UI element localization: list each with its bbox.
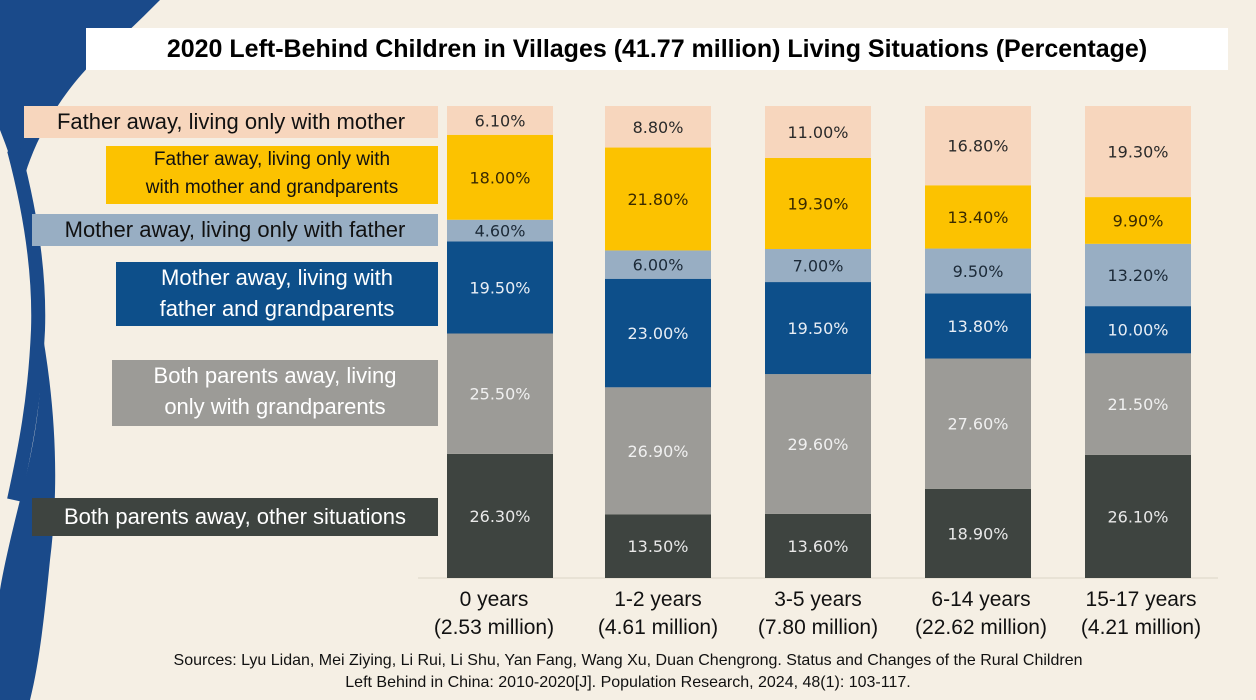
sources-citation: Sources: Lyu Lidan, Mei Ziying, Li Rui, … bbox=[0, 650, 1256, 694]
bar-data-label: 23.00% bbox=[627, 324, 688, 343]
x-label-count: (4.61 million) bbox=[597, 616, 719, 639]
bar-data-label: 13.80% bbox=[947, 317, 1008, 336]
x-label-age: 3-5 years bbox=[774, 588, 862, 611]
bar-segment bbox=[1085, 243, 1191, 307]
bar-data-label: 26.90% bbox=[627, 442, 688, 461]
bar-data-label: 10.00% bbox=[1107, 321, 1168, 340]
x-label-age: 1-2 years bbox=[614, 588, 702, 611]
legend-father-away-mother: Father away, living only with mother bbox=[24, 106, 438, 138]
bar-segment bbox=[765, 282, 871, 375]
legend-label-line: father and grandparents bbox=[159, 296, 395, 321]
bar-data-label: 29.60% bbox=[787, 435, 848, 454]
bar-segment bbox=[605, 147, 711, 251]
x-label-count: (7.80 million) bbox=[757, 616, 879, 639]
bar-data-label: 19.50% bbox=[469, 278, 530, 297]
bar-data-label: 19.30% bbox=[787, 194, 848, 213]
bar-segment bbox=[925, 106, 1031, 186]
bar-data-label: 21.50% bbox=[1107, 395, 1168, 414]
bar-segment bbox=[605, 387, 711, 515]
bar-segment bbox=[765, 374, 871, 514]
bar-segment bbox=[925, 488, 1031, 578]
sources-line: Left Behind in China: 2010-2020[J]. Popu… bbox=[345, 674, 911, 691]
x-label-3-5-years: 3-5 years (7.80 million) bbox=[745, 586, 891, 642]
bar-data-label: 4.60% bbox=[475, 222, 526, 241]
bar-data-label: 19.50% bbox=[787, 319, 848, 338]
bar-data-label: 9.90% bbox=[1113, 211, 1164, 230]
bar-data-label: 8.80% bbox=[633, 118, 684, 137]
legend-both-away-other: Both parents away, other situations bbox=[32, 498, 438, 536]
bar-segment bbox=[447, 106, 553, 135]
legend-label-line: with mother and grandparents bbox=[145, 177, 399, 198]
bar-data-label: 13.40% bbox=[947, 208, 1008, 227]
bar-data-label: 11.00% bbox=[787, 123, 848, 142]
x-label-15-17-years: 15-17 years (4.21 million) bbox=[1068, 586, 1214, 642]
bar-segment bbox=[765, 106, 871, 158]
bar-data-label: 27.60% bbox=[947, 415, 1008, 434]
legend-label-line: Mother away, living with bbox=[161, 265, 393, 290]
bar-segment bbox=[447, 134, 553, 220]
legend-mother-away-father-grandparents: Mother away, living with father and gran… bbox=[116, 262, 438, 326]
bar-segment bbox=[925, 185, 1031, 249]
bar-data-label: 26.30% bbox=[469, 507, 530, 526]
bar-segment bbox=[447, 241, 553, 334]
x-label-count: (22.62 million) bbox=[915, 616, 1047, 639]
legend-father-away-mother-grandparents: Father away, living only with with mothe… bbox=[106, 146, 438, 204]
bar-segment bbox=[925, 293, 1031, 359]
bar-segment bbox=[765, 513, 871, 578]
bar-segment bbox=[447, 453, 553, 578]
bar-segment bbox=[1085, 197, 1191, 244]
bar-segment bbox=[1085, 454, 1191, 578]
bar-segment bbox=[1085, 353, 1191, 455]
bar-data-label: 13.50% bbox=[627, 537, 688, 556]
x-label-6-14-years: 6-14 years (22.62 million) bbox=[903, 586, 1059, 642]
bar-data-label: 21.80% bbox=[627, 190, 688, 209]
x-label-age: 0 years bbox=[459, 588, 529, 611]
bar-data-label: 6.10% bbox=[475, 111, 526, 130]
bar-data-label: 13.20% bbox=[1107, 266, 1168, 285]
bar-data-label: 6.00% bbox=[633, 256, 684, 275]
bar-segment bbox=[925, 358, 1031, 489]
chart-title: 2020 Left-Behind Children in Villages (4… bbox=[86, 28, 1228, 70]
bar-segment bbox=[605, 278, 711, 388]
bar-segment bbox=[765, 157, 871, 250]
legend-label: Father away, living only with mother bbox=[56, 109, 406, 134]
bar-segment bbox=[605, 106, 711, 148]
bar-data-label: 9.50% bbox=[953, 262, 1004, 281]
x-label-0-years: 0 years (2.53 million) bbox=[424, 586, 564, 642]
bar-data-label: 26.10% bbox=[1107, 507, 1168, 526]
bar-segment bbox=[765, 249, 871, 283]
legend-label-line: Father away, living only with bbox=[153, 149, 391, 170]
bar-segment bbox=[605, 250, 711, 279]
legend-label: Mother away, living only with father bbox=[64, 217, 406, 242]
legend-label-line: only with grandparents bbox=[164, 394, 386, 419]
bar-data-label: 18.00% bbox=[469, 168, 530, 187]
x-label-count: (2.53 million) bbox=[433, 616, 555, 639]
legend-label: Both parents away, other situations bbox=[63, 504, 406, 529]
bar-segment bbox=[447, 219, 553, 242]
x-label-age: 15-17 years bbox=[1085, 588, 1197, 611]
bar-data-label: 18.90% bbox=[947, 524, 1008, 543]
bar-data-label: 7.00% bbox=[793, 257, 844, 276]
sources-line: Sources: Lyu Lidan, Mei Ziying, Li Rui, … bbox=[173, 652, 1083, 669]
legend-both-away-grandparents: Both parents away, living only with gran… bbox=[112, 360, 438, 426]
bar-data-label: 13.60% bbox=[787, 537, 848, 556]
bar-data-label: 25.50% bbox=[469, 385, 530, 404]
bar-segment bbox=[1085, 306, 1191, 354]
legend-mother-away-father: Mother away, living only with father bbox=[32, 214, 438, 246]
bar-segment bbox=[1085, 106, 1191, 198]
bar-data-label: 16.80% bbox=[947, 137, 1008, 156]
x-label-1-2-years: 1-2 years (4.61 million) bbox=[585, 586, 731, 642]
bar-segment bbox=[925, 248, 1031, 294]
bar-segment bbox=[605, 514, 711, 578]
x-label-count: (4.21 million) bbox=[1080, 616, 1202, 639]
bar-segment bbox=[447, 333, 553, 454]
bar-data-label: 19.30% bbox=[1107, 143, 1168, 162]
legend-label-line: Both parents away, living bbox=[153, 363, 397, 388]
x-label-age: 6-14 years bbox=[931, 588, 1031, 611]
